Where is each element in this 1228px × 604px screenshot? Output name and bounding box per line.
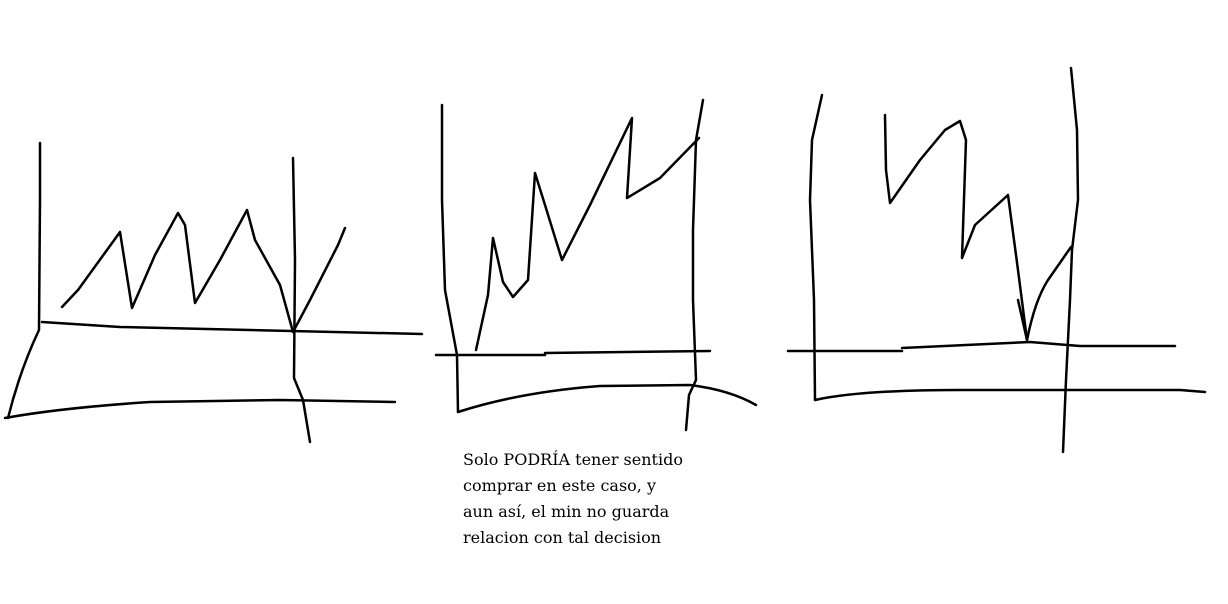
price-line <box>1025 245 1073 342</box>
note-line: aun así, el min no guarda <box>463 502 670 521</box>
price-line <box>60 208 347 334</box>
price-line <box>883 113 1029 342</box>
axis <box>813 388 1207 402</box>
level-line <box>786 340 1177 353</box>
marker-line <box>1061 66 1080 454</box>
level-line <box>40 320 424 336</box>
axis <box>440 103 460 414</box>
axis <box>808 93 824 402</box>
note-line: comprar en este caso, y <box>463 476 657 495</box>
axis <box>3 398 397 420</box>
marker-line <box>291 156 312 444</box>
note: Solo PODRÍA tener sentido comprar en est… <box>463 447 683 551</box>
note-line: Solo PODRÍA tener sentido <box>463 450 683 469</box>
note-line: relacion con tal decision <box>463 528 662 547</box>
axis <box>6 141 42 420</box>
axis <box>456 383 758 414</box>
level-line <box>434 349 712 357</box>
price-line <box>474 116 701 352</box>
